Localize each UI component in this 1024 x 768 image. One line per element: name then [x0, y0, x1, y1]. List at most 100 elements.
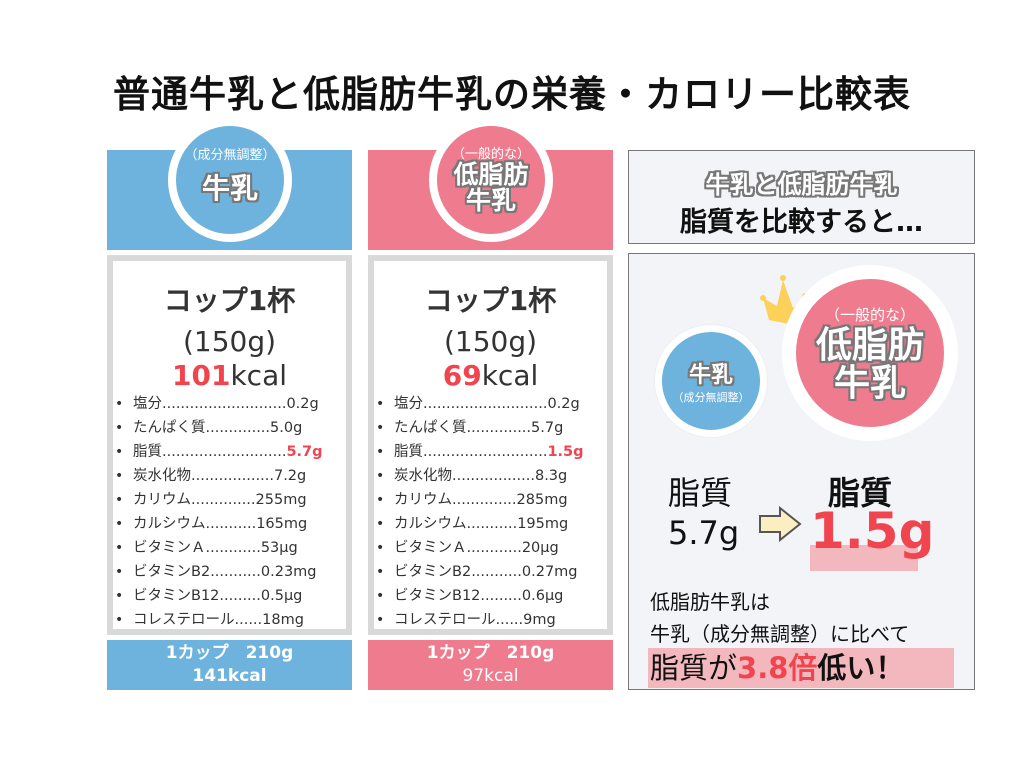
nutrient-item: 塩分...........................0.2g [376, 392, 607, 416]
milk-circle: （成分無調整） 牛乳 [168, 118, 292, 242]
conclusion-ratio: 3.8倍 [737, 651, 818, 685]
nutrient-value: 195mg [517, 516, 569, 532]
cup-size: 1カップ 210g [426, 643, 555, 663]
nutrient-list: 塩分...........................0.2gたんぱく質..… [113, 392, 346, 632]
nutrient-value: 8.3g [534, 468, 568, 484]
nutrient-dots: ............ [205, 540, 261, 556]
page-title: 普通牛乳と低脂肪牛乳の栄養・カロリー比較表 [113, 73, 911, 116]
nutrient-value: 5.0g [270, 420, 303, 436]
cup-label: コップ1杯 [424, 284, 557, 317]
lowfat-circle: （一般的な） 低脂肪 牛乳 [429, 118, 553, 242]
nutrient-value: 285mg [516, 492, 568, 508]
nutrient-name: カリウム [133, 492, 191, 508]
nutrient-value: 0.23mg [260, 564, 317, 580]
nutrient-name: ビタミンＡ [394, 540, 467, 556]
nutrient-dots: ........................... [423, 396, 548, 412]
nutrient-item: 脂質...........................5.7g [115, 440, 346, 464]
grams-label: (150g) [443, 325, 538, 358]
nutrient-item: たんぱく質..............5.7g [376, 416, 607, 440]
cup-label: コップ1杯 [163, 284, 296, 317]
compare-heading2: 脂質を比較すると… [680, 207, 923, 238]
lowfat-nutrition-card: コップ1杯 (150g) 69kcal 塩分..................… [368, 255, 613, 635]
nutrient-name: カルシウム [394, 516, 467, 532]
arrow-right-icon [759, 506, 802, 542]
nutrient-name: 脂質 [133, 444, 162, 460]
nutrient-value: 20μg [521, 540, 559, 556]
nutrient-dots: ......... [219, 588, 261, 604]
kcal-unit: kcal [230, 359, 287, 392]
nutrient-name: 塩分 [394, 396, 423, 412]
nutrient-dots: .............. [191, 492, 256, 508]
nutrient-dots: .............. [205, 420, 271, 436]
left-fat-value: 5.7g [668, 514, 740, 552]
right-fat-label: 脂質 [828, 474, 893, 512]
nutrient-value: 165mg [256, 516, 308, 532]
small-circle-sub: （成分無調整） [672, 391, 750, 404]
grams-label: (150g) [182, 325, 277, 358]
big-circle-title2: 牛乳 [833, 362, 906, 404]
compare-text2: 牛乳（成分無調整）に比べて [650, 622, 910, 646]
nutrient-dots: ........... [210, 564, 261, 580]
nutrient-value: 7.2g [273, 468, 307, 484]
kcal-number: 101 [172, 359, 231, 392]
conclusion: 脂質が3.8倍低い！ [648, 648, 954, 688]
nutrient-value: 0.5μg [260, 588, 303, 604]
nutrient-dots: ...... [234, 612, 263, 628]
nutrient-dots: ...... [495, 612, 524, 628]
nutrient-name: ビタミンB12 [133, 588, 220, 604]
milk-nutrition-card: コップ1杯 (150g) 101kcal 塩分.................… [107, 255, 352, 635]
nutrient-item: 炭水化物..................7.2g [115, 464, 346, 488]
nutrient-name: 脂質 [394, 444, 423, 460]
nutrient-item: ビタミンＡ............53μg [115, 536, 346, 560]
nutrient-item: 塩分...........................0.2g [115, 392, 346, 416]
nutrient-item: 炭水化物..................8.3g [376, 464, 607, 488]
nutrient-value: 9mg [523, 612, 556, 628]
small-milk-circle: 牛乳 （成分無調整） [655, 325, 767, 437]
left-fat-label: 脂質 [668, 474, 733, 512]
milk-cup-footer: 1カップ 210g 141kcal [107, 640, 352, 690]
nutrient-value: 5.7g [286, 444, 323, 460]
nutrient-item: カルシウム...........165mg [115, 512, 346, 536]
nutrient-dots: ........... [205, 516, 257, 532]
nutrient-value: 0.2g [547, 396, 580, 412]
right-fat-value: 1.5g [810, 502, 935, 560]
nutrient-item: ビタミンB2...........0.27mg [376, 560, 607, 584]
value-highlight [810, 545, 918, 571]
lowfat-circle-title: 低脂肪 牛乳 [453, 159, 529, 215]
nutrient-name: たんぱく質 [133, 420, 206, 436]
big-circle-sub: （一般的な） [824, 305, 915, 324]
nutrient-value: 255mg [255, 492, 307, 508]
nutrient-item: 脂質...........................1.5g [376, 440, 607, 464]
compare-heading1: 牛乳と低脂肪牛乳 [705, 171, 898, 199]
nutrient-item: カリウム..............285mg [376, 488, 607, 512]
nutrient-name: ビタミンB2 [133, 564, 211, 580]
nutrient-dots: .................. [191, 468, 274, 484]
nutrient-name: ビタミンB12 [394, 588, 481, 604]
nutrient-name: カルシウム [133, 516, 206, 532]
nutrient-name: コレステロール [133, 612, 235, 628]
nutrient-item: たんぱく質..............5.0g [115, 416, 346, 440]
nutrient-name: コレステロール [394, 612, 496, 628]
nutrient-item: カルシウム...........195mg [376, 512, 607, 536]
nutrient-dots: ........................... [162, 444, 287, 460]
nutrient-dots: ........................... [423, 444, 548, 460]
nutrient-dots: .................. [452, 468, 535, 484]
nutrient-item: ビタミンB12.........0.6μg [376, 584, 607, 608]
compare-heading-box: 牛乳と低脂肪牛乳 脂質を比較すると… [628, 150, 975, 244]
lowfat-circle-sub: （一般的な） [451, 146, 530, 162]
nutrient-item: コレステロール......18mg [115, 608, 346, 632]
cup-kcal: 97kcal [462, 666, 519, 686]
nutrient-dots: ............ [466, 540, 522, 556]
nutrient-name: たんぱく質 [394, 420, 467, 436]
nutrient-name: 炭水化物 [394, 468, 452, 484]
nutrient-value: 0.2g [286, 396, 319, 412]
nutrient-value: 18mg [262, 612, 304, 628]
small-circle-title: 牛乳 [688, 363, 733, 388]
nutrient-name: 塩分 [133, 396, 162, 412]
nutrient-dots: .............. [452, 492, 517, 508]
milk-circle-title: 牛乳 [201, 171, 258, 205]
nutrient-value: 1.5g [547, 444, 584, 460]
conclusion-a: 脂質が [650, 651, 738, 685]
nutrient-item: ビタミンB2...........0.23mg [115, 560, 346, 584]
kcal-label: 69kcal [374, 360, 607, 392]
